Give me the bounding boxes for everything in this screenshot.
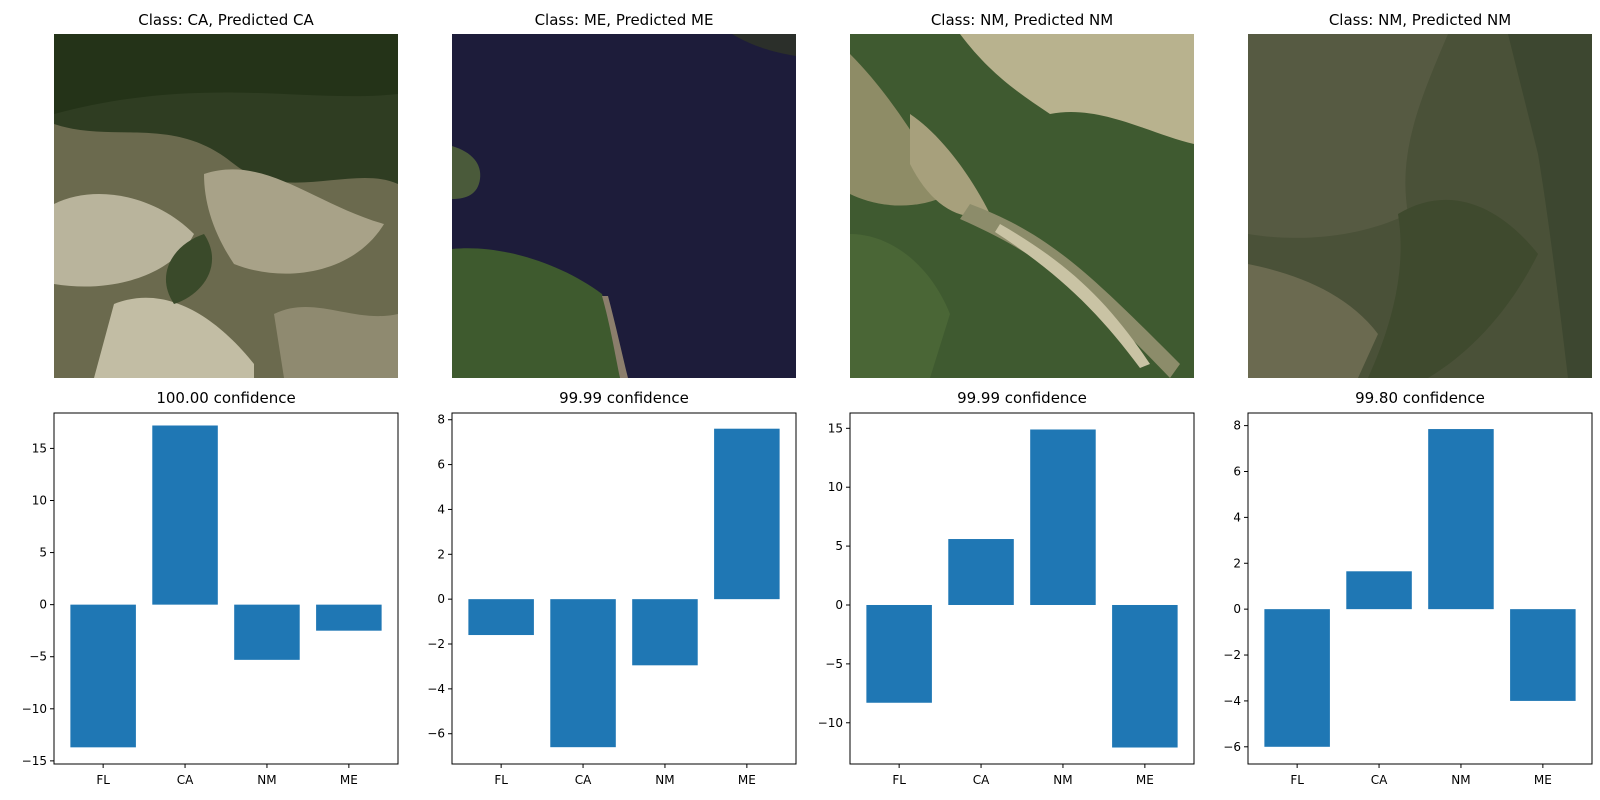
y-tick-label: 5 bbox=[835, 539, 843, 553]
bar-fl bbox=[866, 604, 932, 703]
bar-ca bbox=[948, 539, 1014, 605]
y-tick-label: 0 bbox=[1233, 602, 1241, 616]
y-tick-label: 6 bbox=[437, 458, 445, 472]
y-tick-label: −15 bbox=[22, 754, 47, 768]
y-tick-label: 10 bbox=[828, 480, 843, 494]
x-tick-label: FL bbox=[494, 773, 508, 787]
y-tick-label: 4 bbox=[437, 502, 445, 516]
image-title-2: Class: ME, Predicted ME bbox=[534, 11, 714, 29]
aerial-image-nm-2-drawing bbox=[1248, 34, 1592, 378]
y-tick-label: 4 bbox=[1233, 510, 1241, 524]
y-tick-label: −5 bbox=[825, 657, 843, 671]
y-tick-label: 6 bbox=[1233, 465, 1241, 479]
chart-title-2: 99.99 confidence bbox=[559, 389, 689, 407]
chart-title-4: 99.80 confidence bbox=[1355, 389, 1485, 407]
plot-frame bbox=[849, 412, 1195, 765]
bar-fl bbox=[1264, 609, 1330, 747]
y-tick-label: 2 bbox=[1233, 556, 1241, 570]
y-tick-label: 5 bbox=[39, 546, 47, 560]
bar-ca bbox=[152, 425, 218, 605]
y-tick-label: 2 bbox=[437, 547, 445, 561]
bar-me bbox=[714, 428, 780, 600]
y-tick-label: −4 bbox=[427, 682, 445, 696]
x-tick-label: NM bbox=[1053, 773, 1072, 787]
x-tick-label: FL bbox=[892, 773, 906, 787]
image-title-3: Class: NM, Predicted NM bbox=[930, 11, 1114, 29]
bar-chart-1: −15 −10 −5 0 5 10 15 FL CA NM ME bbox=[22, 412, 399, 787]
y-tick-label: 8 bbox=[437, 413, 445, 427]
y-tick-label: −2 bbox=[427, 637, 445, 651]
plot-frame bbox=[451, 412, 797, 765]
bar-nm bbox=[632, 599, 698, 666]
y-tick-label: 15 bbox=[32, 441, 47, 455]
image-title-1: Class: CA, Predicted CA bbox=[138, 11, 314, 29]
y-tick-label: −10 bbox=[22, 702, 47, 716]
x-tick-label: ME bbox=[1136, 773, 1154, 787]
bar-ca bbox=[550, 599, 616, 748]
bar-chart-2: −6 −4 −2 0 2 4 6 8 FL CA NM ME bbox=[427, 412, 797, 787]
y-tick-label: 0 bbox=[835, 598, 843, 612]
bar-me bbox=[1112, 604, 1178, 748]
aerial-image-ca bbox=[54, 34, 398, 378]
y-tick-label: −4 bbox=[1223, 694, 1241, 708]
chart-title-1: 100.00 confidence bbox=[156, 389, 296, 407]
chart-title-3: 99.99 confidence bbox=[957, 389, 1087, 407]
aerial-image-nm-1-drawing bbox=[850, 34, 1194, 378]
bar-ca bbox=[1346, 571, 1412, 610]
bar-chart-3: −10 −5 0 5 10 15 FL CA NM ME bbox=[818, 412, 1195, 787]
y-tick-label: −6 bbox=[427, 727, 445, 741]
x-tick-label: NM bbox=[257, 773, 276, 787]
y-tick-label: −10 bbox=[818, 716, 843, 730]
bar-nm bbox=[234, 604, 300, 660]
x-tick-label: CA bbox=[1371, 773, 1388, 787]
aerial-image-me bbox=[452, 34, 796, 378]
x-tick-label: CA bbox=[575, 773, 592, 787]
aerial-image-ca-drawing bbox=[54, 34, 398, 378]
x-tick-label: FL bbox=[1290, 773, 1304, 787]
bar-nm bbox=[1030, 429, 1096, 605]
x-tick-label: ME bbox=[340, 773, 358, 787]
bar-chart-4: −6 −4 −2 0 2 4 6 8 FL CA NM ME bbox=[1223, 412, 1593, 787]
bar-fl bbox=[468, 599, 534, 636]
y-tick-label: −2 bbox=[1223, 648, 1241, 662]
plot-frame bbox=[53, 412, 399, 765]
y-tick-label: 0 bbox=[39, 598, 47, 612]
y-tick-label: 10 bbox=[32, 493, 47, 507]
x-tick-label: ME bbox=[1534, 773, 1552, 787]
x-tick-label: FL bbox=[96, 773, 110, 787]
x-tick-label: CA bbox=[973, 773, 990, 787]
y-tick-label: −5 bbox=[29, 650, 47, 664]
x-tick-label: CA bbox=[177, 773, 194, 787]
bar-me bbox=[1510, 609, 1576, 701]
y-tick-label: 0 bbox=[437, 592, 445, 606]
aerial-image-me-drawing bbox=[452, 34, 796, 378]
image-title-4: Class: NM, Predicted NM bbox=[1328, 11, 1512, 29]
plot-frame bbox=[1247, 412, 1593, 765]
x-tick-label: NM bbox=[1451, 773, 1470, 787]
aerial-image-nm-2 bbox=[1248, 34, 1592, 378]
y-tick-label: 8 bbox=[1233, 419, 1241, 433]
y-tick-label: 15 bbox=[828, 421, 843, 435]
bar-me bbox=[316, 604, 382, 631]
aerial-image-nm-1 bbox=[850, 34, 1194, 378]
x-tick-label: ME bbox=[738, 773, 756, 787]
bar-nm bbox=[1428, 429, 1494, 610]
bar-fl bbox=[70, 604, 136, 748]
x-tick-label: NM bbox=[655, 773, 674, 787]
y-tick-label: −6 bbox=[1223, 740, 1241, 754]
